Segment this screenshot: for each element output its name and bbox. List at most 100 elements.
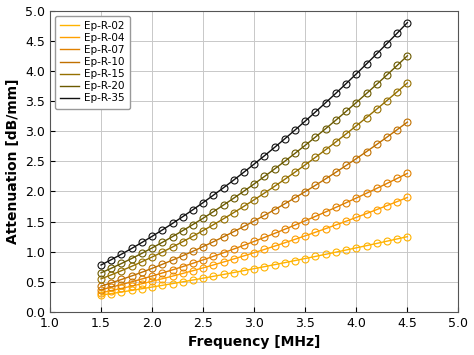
- Ep-R-15: [129, 264, 135, 268]
- Ep-R-04: [221, 260, 227, 264]
- Ep-R-02: [109, 291, 114, 296]
- Ep-R-04: [109, 289, 114, 293]
- Ep-R-35: [180, 214, 185, 219]
- Ep-R-35: [374, 52, 380, 56]
- Ep-R-10: [343, 163, 349, 168]
- Ep-R-02: [354, 246, 359, 250]
- Ep-R-02: [262, 264, 267, 269]
- Ep-R-10: [251, 219, 257, 223]
- Ep-R-15: [98, 277, 104, 281]
- Ep-R-02: [384, 239, 390, 243]
- Line: Ep-R-35: Ep-R-35: [101, 23, 407, 265]
- Ep-R-02: [313, 254, 319, 258]
- Ep-R-10: [231, 230, 237, 234]
- Ep-R-07: [313, 214, 319, 218]
- Ep-R-35: [333, 91, 339, 95]
- Ep-R-07: [180, 264, 185, 269]
- Ep-R-20: [333, 118, 339, 122]
- Ep-R-35: [251, 162, 257, 166]
- Ep-R-04: [302, 234, 308, 238]
- Ep-R-35: [139, 240, 145, 245]
- Ep-R-02: [404, 235, 410, 239]
- Ep-R-20: [210, 209, 216, 214]
- Ep-R-04: [313, 230, 319, 234]
- Ep-R-15: [159, 250, 165, 254]
- Ep-R-10: [98, 284, 104, 288]
- Ep-R-35: [343, 82, 349, 86]
- Ep-R-10: [139, 270, 145, 274]
- Ep-R-02: [364, 244, 369, 248]
- Ep-R-35: [292, 128, 298, 132]
- Ep-R-04: [262, 247, 267, 252]
- Ep-R-07: [139, 277, 145, 281]
- Ep-R-15: [374, 107, 380, 111]
- Ep-R-04: [190, 268, 196, 273]
- Ep-R-35: [394, 31, 400, 35]
- Ep-R-20: [313, 135, 319, 139]
- Ep-R-35: [302, 119, 308, 123]
- Ep-R-15: [354, 124, 359, 128]
- Ep-R-20: [241, 189, 247, 193]
- Ep-R-10: [210, 240, 216, 244]
- Ep-R-04: [139, 282, 145, 286]
- Ep-R-04: [282, 241, 288, 245]
- Ep-R-20: [221, 203, 227, 207]
- Ep-R-04: [129, 284, 135, 288]
- Ep-R-02: [129, 288, 135, 293]
- Ep-R-07: [394, 176, 400, 181]
- Line: Ep-R-10: Ep-R-10: [101, 122, 407, 286]
- Ep-R-15: [302, 163, 308, 167]
- Ep-R-15: [231, 211, 237, 215]
- Ep-R-15: [139, 260, 145, 264]
- Ep-R-07: [292, 223, 298, 227]
- Ep-R-20: [354, 100, 359, 105]
- Ep-R-35: [221, 186, 227, 190]
- Ep-R-02: [302, 256, 308, 261]
- Ep-R-07: [170, 268, 175, 272]
- Ep-R-20: [272, 167, 277, 171]
- Ep-R-35: [210, 193, 216, 197]
- Ep-R-20: [374, 82, 380, 86]
- Ep-R-35: [109, 258, 114, 262]
- Ep-R-02: [180, 280, 185, 284]
- Ep-R-04: [404, 195, 410, 200]
- Ep-R-02: [374, 241, 380, 246]
- Ep-R-07: [374, 186, 380, 191]
- Ep-R-07: [210, 254, 216, 258]
- Ep-R-35: [364, 62, 369, 66]
- Ep-R-20: [364, 91, 369, 95]
- Ep-R-35: [118, 252, 124, 256]
- Ep-R-35: [201, 201, 206, 205]
- Ep-R-20: [404, 54, 410, 58]
- Ep-R-02: [190, 278, 196, 282]
- Ep-R-20: [109, 266, 114, 271]
- Ep-R-10: [190, 249, 196, 253]
- Ep-R-02: [272, 262, 277, 267]
- Ep-R-07: [282, 227, 288, 231]
- Ep-R-15: [343, 132, 349, 136]
- Ep-R-10: [149, 266, 155, 271]
- Ep-R-07: [190, 261, 196, 266]
- Ep-R-20: [343, 109, 349, 114]
- Ep-R-07: [159, 271, 165, 275]
- Ep-R-02: [170, 282, 175, 286]
- Ep-R-20: [190, 222, 196, 226]
- Ep-R-15: [201, 228, 206, 233]
- Ep-R-02: [323, 252, 328, 256]
- Ep-R-15: [384, 98, 390, 103]
- Ep-R-10: [323, 177, 328, 181]
- Ep-R-20: [251, 182, 257, 186]
- Ep-R-04: [364, 211, 369, 215]
- Line: Ep-R-04: Ep-R-04: [101, 197, 407, 293]
- Ep-R-10: [404, 120, 410, 124]
- Ep-R-15: [323, 148, 328, 152]
- Ep-R-10: [118, 277, 124, 282]
- Ep-R-10: [170, 258, 175, 262]
- Ep-R-02: [241, 268, 247, 273]
- Ep-R-35: [262, 154, 267, 158]
- Ep-R-04: [201, 266, 206, 270]
- Ep-R-15: [221, 217, 227, 221]
- Ep-R-04: [159, 277, 165, 281]
- Ep-R-20: [384, 73, 390, 77]
- Ep-R-07: [323, 210, 328, 214]
